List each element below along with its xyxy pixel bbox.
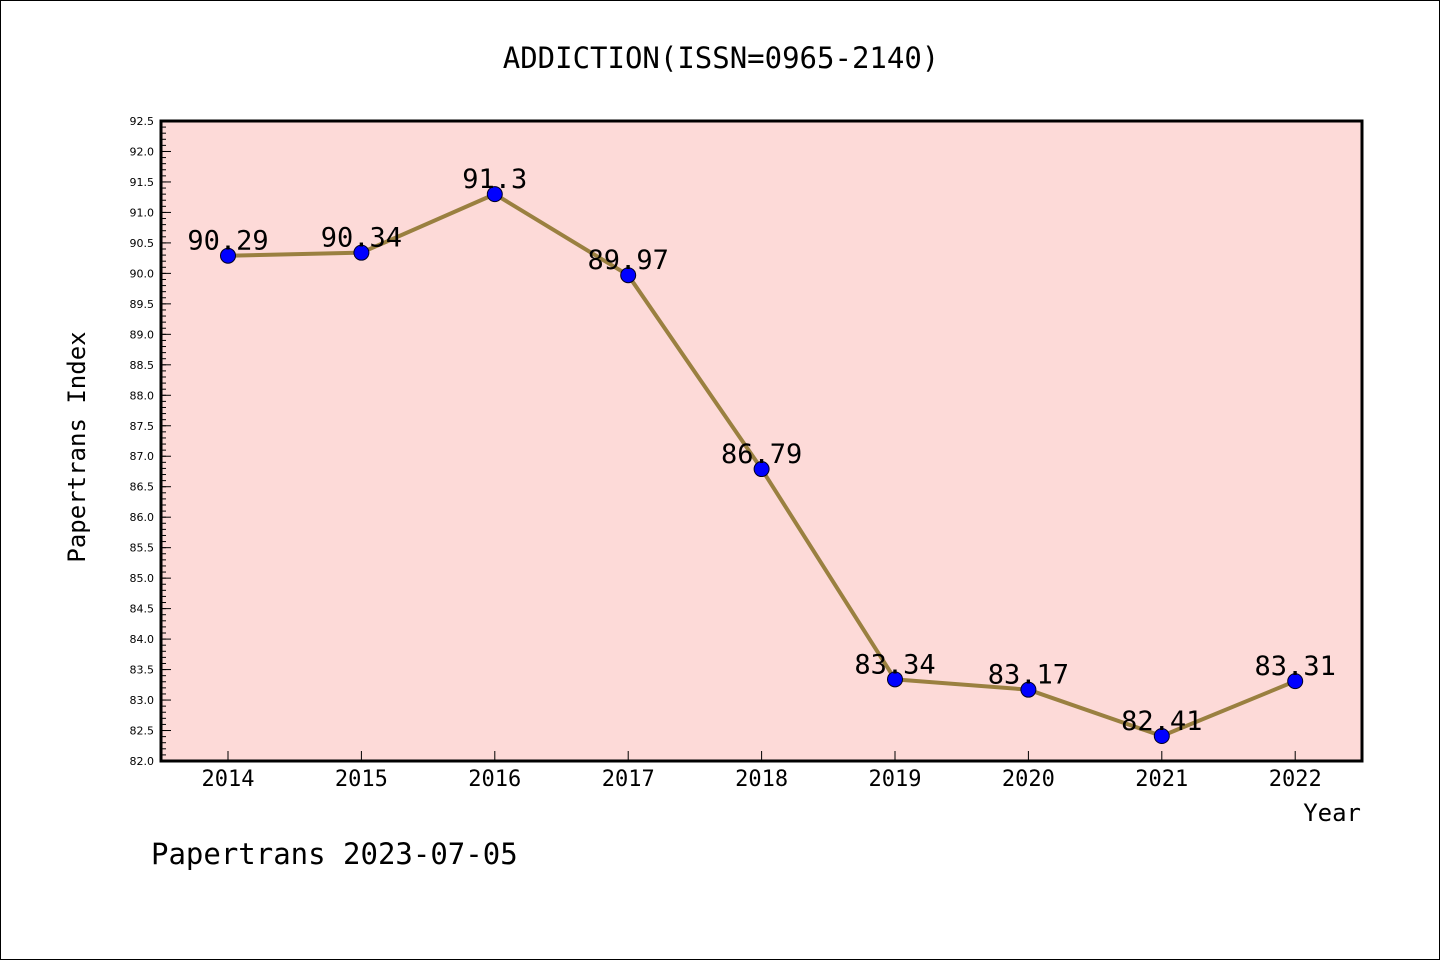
data-point [1287, 673, 1304, 690]
data-label: 83.34 [854, 649, 935, 680]
x-tick-label: 2018 [735, 767, 788, 792]
plot-background [161, 121, 1362, 761]
x-tick-label: 2015 [335, 767, 388, 792]
data-points [220, 186, 1304, 745]
y-axis-label: Papertrans Index [63, 331, 91, 562]
y-tick-label: 89.0 [130, 328, 155, 341]
data-label: 91.3 [462, 164, 527, 195]
x-axis-label: Year [1303, 799, 1361, 827]
data-point [220, 247, 236, 264]
y-tick-label: 91.0 [130, 206, 155, 219]
y-tick-label: 89.5 [130, 298, 155, 311]
x-tick-label: 2022 [1269, 767, 1322, 792]
y-tick-label: 83.0 [130, 694, 155, 707]
data-label: 83.17 [988, 660, 1069, 691]
data-label: 86.79 [721, 439, 802, 470]
data-label: 82.41 [1121, 706, 1202, 737]
y-tick-label: 91.5 [130, 176, 155, 189]
y-tick-label: 88.0 [130, 389, 155, 402]
y-tick-label: 90.5 [130, 237, 155, 250]
x-tick-label: 2021 [1135, 767, 1188, 792]
y-tick-label: 87.5 [130, 420, 155, 433]
y-tick-label: 90.0 [130, 267, 155, 280]
y-tick-label: 92.0 [130, 145, 155, 158]
x-tick-label: 2016 [468, 767, 521, 792]
y-tick-label: 88.5 [130, 359, 155, 372]
chart-title: ADDICTION(ISSN=0965-2140) [503, 41, 940, 75]
x-tick-label: 2017 [602, 767, 655, 792]
x-tick-label: 2014 [202, 767, 255, 792]
data-label: 90.29 [187, 226, 268, 257]
y-tick-label: 83.5 [130, 664, 155, 677]
data-point [620, 267, 637, 284]
data-point [353, 244, 370, 261]
data-labels: 90.29 90.34 91.3 89.97 86.79 83.34 83.17 82.41 8… [187, 164, 1335, 737]
x-tick-label: 2020 [1002, 767, 1055, 792]
data-label: 90.34 [321, 223, 402, 254]
y-tick-label: 82.5 [130, 725, 155, 738]
x-axis-ticks: 2014 2015 2016 2017 2018 2019 2020 2021 2022 [202, 751, 1322, 792]
data-point [887, 671, 903, 688]
data-point [1153, 728, 1170, 745]
data-point [486, 186, 503, 203]
y-tick-label: 85.0 [130, 572, 155, 585]
y-tick-label: 84.5 [130, 603, 155, 616]
x-tick-label: 2019 [869, 767, 922, 792]
y-tick-label: 86.5 [130, 481, 155, 494]
data-point [753, 461, 770, 478]
y-tick-label: 82.0 [130, 755, 155, 768]
y-tick-label: 85.5 [130, 542, 155, 555]
data-point [1020, 681, 1037, 698]
data-label: 83.31 [1255, 651, 1336, 682]
y-tick-label: 86.0 [130, 511, 155, 524]
y-tick-label: 87.0 [130, 450, 155, 463]
y-tick-label: 92.5 [130, 115, 155, 128]
footer-date: Papertrans 2023-07-05 [151, 837, 518, 871]
plot-border [159, 119, 1364, 763]
y-axis-ticks: 82.0 82.5 83.0 83.5 84.0 84.5 85.0 85.5 86.0 86.5… [130, 115, 171, 768]
data-label: 89.97 [588, 245, 669, 276]
y-tick-label: 84.0 [130, 633, 155, 646]
